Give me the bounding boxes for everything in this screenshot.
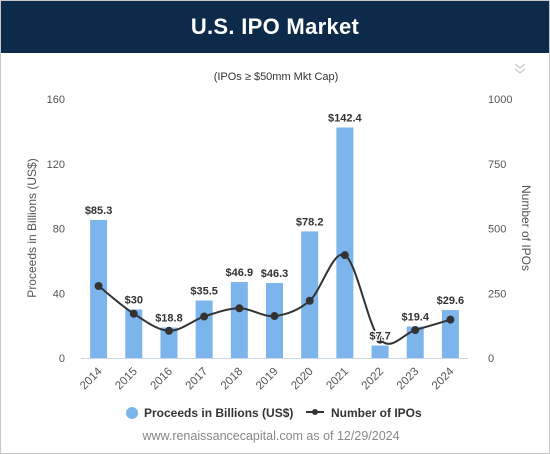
bar[interactable]: [160, 327, 178, 358]
bar-data-label: $18.8: [155, 313, 183, 325]
bar-data-label: $19.4: [401, 312, 429, 324]
bar-data-label: $46.9: [226, 267, 254, 279]
bar-labels: $85.3 $30 $18.8 $35.5 $46.9 $46.3 $78.2 $142.4 $…: [84, 111, 466, 344]
y-left-ticks: 0 40 80 120 160: [47, 94, 65, 365]
ipo-count-point[interactable]: [235, 304, 244, 313]
legend-item-ipos[interactable]: Number of IPOs: [306, 406, 422, 420]
y-right-tick-label: 750: [488, 159, 506, 171]
bar[interactable]: [301, 231, 319, 358]
x-tick-label: 2024: [430, 365, 457, 392]
x-tick-label: 2016: [148, 366, 175, 393]
y-right-axis-label: Number of IPOs: [519, 185, 533, 271]
x-tick-label: 2018: [219, 366, 246, 393]
y-right-tick-label: 1000: [488, 94, 512, 106]
bar-data-label: $7.7: [369, 331, 390, 343]
x-tick-label: 2022: [360, 366, 387, 393]
chart-header: U.S. IPO Market: [1, 1, 549, 53]
bar[interactable]: [406, 326, 424, 358]
bar-data-label: $85.3: [85, 205, 113, 217]
bar[interactable]: [371, 345, 389, 358]
y-left-axis-label: Proceeds in Billions (US$): [25, 158, 39, 297]
y-right-ticks: 0 250 500 750 1000: [488, 94, 512, 365]
bar[interactable]: [336, 127, 354, 359]
bar[interactable]: [125, 309, 143, 358]
y-left-tick-label: 120: [47, 159, 65, 171]
legend-label-proceeds: Proceeds in Billions (US$): [144, 406, 293, 420]
y-right-tick-label: 250: [488, 288, 506, 300]
y-right-tick-label: 500: [488, 224, 506, 236]
y-left-tick-label: 160: [47, 94, 65, 106]
line-series: [94, 251, 455, 345]
y-right-tick-label: 0: [488, 353, 494, 365]
ipo-count-point[interactable]: [270, 312, 279, 321]
ipo-count-point[interactable]: [129, 309, 138, 318]
y-left-tick-label: 0: [59, 353, 65, 365]
chart-title: U.S. IPO Market: [190, 14, 360, 39]
x-tick-label: 2021: [324, 366, 351, 393]
x-tick-label: 2015: [113, 366, 140, 393]
ipo-count-point[interactable]: [94, 281, 103, 290]
x-tick-label: 2023: [395, 366, 422, 393]
chart-subtitle: (IPOs ≥ $50mm Mkt Cap): [214, 71, 339, 83]
x-ticks: 2014 2015 2016 2017 2018 2019 2020 2021 2022 2023…: [78, 358, 468, 393]
legend: Proceeds in Billions (US$) Number of IPO…: [126, 406, 422, 420]
bar-data-label: $46.3: [261, 268, 289, 280]
bar[interactable]: [266, 283, 283, 358]
bar[interactable]: [195, 300, 213, 358]
legend-label-ipos: Number of IPOs: [331, 406, 422, 420]
y-left-tick-label: 80: [53, 224, 65, 236]
bar[interactable]: [230, 282, 248, 358]
source-footer: www.renaissancecapital.com as of 12/29/2…: [141, 429, 399, 443]
ipo-count-point[interactable]: [164, 326, 173, 335]
bar-data-label: $78.2: [296, 216, 324, 228]
x-tick-label: 2019: [254, 366, 281, 393]
ipo-count-point[interactable]: [411, 326, 420, 335]
ipo-count-point[interactable]: [305, 296, 314, 305]
bar-data-label: $142.4: [328, 112, 363, 124]
bar-data-label: $35.5: [190, 286, 218, 298]
legend-swatch-proceeds: [126, 407, 138, 419]
y-left-tick-label: 40: [53, 288, 65, 300]
ipo-count-point[interactable]: [446, 315, 455, 324]
bar-data-label: $29.6: [437, 295, 465, 307]
x-tick-label: 2014: [78, 365, 105, 392]
bar[interactable]: [441, 310, 459, 358]
ipo-count-point[interactable]: [200, 312, 209, 321]
ipo-count-point[interactable]: [376, 335, 385, 344]
x-tick-label: 2020: [289, 366, 316, 393]
ipo-count-point[interactable]: [340, 251, 349, 260]
legend-item-proceeds[interactable]: Proceeds in Billions (US$): [126, 406, 293, 420]
chevron-down-icon[interactable]: [513, 61, 527, 75]
bar-data-label: $30: [125, 294, 143, 306]
x-tick-label: 2017: [184, 366, 211, 393]
legend-swatch-ipos-marker: [312, 409, 318, 415]
